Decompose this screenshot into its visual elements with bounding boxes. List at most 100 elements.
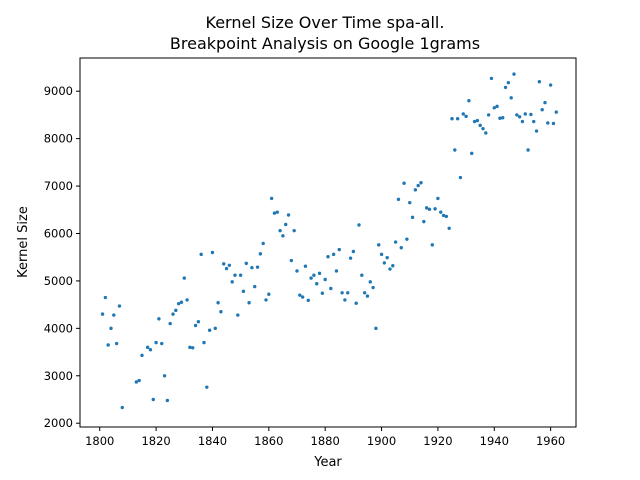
data-point — [546, 121, 550, 125]
data-point — [148, 347, 153, 352]
data-point — [244, 261, 248, 266]
data-point — [185, 298, 189, 302]
data-point — [281, 234, 285, 238]
data-point — [137, 378, 141, 383]
data-point — [100, 312, 105, 316]
data-point — [303, 264, 308, 268]
data-point — [114, 341, 119, 346]
data-point — [529, 112, 533, 117]
data-point — [444, 214, 449, 219]
data-point — [292, 228, 296, 233]
data-point — [408, 200, 412, 205]
data-point — [436, 196, 440, 201]
data-point — [368, 280, 372, 284]
data-point — [222, 262, 226, 266]
x-tick-label: 1880 — [311, 434, 340, 448]
data-point — [439, 210, 443, 214]
x-axis-ticks: 1800 1820 1840 1860 1880 1900 1920 1940 1960 — [85, 427, 565, 448]
plot-area-frame — [79, 57, 577, 428]
data-point — [250, 265, 254, 270]
data-point — [441, 213, 446, 218]
y-axis-label: Kernel Size — [16, 206, 31, 278]
y-tick-label: 6000 — [44, 226, 73, 240]
data-point — [458, 175, 463, 180]
data-point — [329, 286, 333, 291]
data-point — [286, 213, 291, 217]
data-point — [472, 119, 477, 124]
data-point — [427, 207, 432, 211]
data-point — [264, 298, 268, 302]
data-point — [532, 119, 536, 124]
y-tick-label: 5000 — [44, 274, 73, 288]
data-point — [450, 117, 454, 121]
data-point — [238, 273, 243, 277]
data-point — [193, 323, 198, 328]
chart-subtitle: Breakpoint Analysis on Google 1grams — [170, 34, 480, 53]
data-point — [174, 308, 178, 313]
data-point — [382, 261, 387, 265]
data-point — [484, 131, 488, 135]
data-point — [461, 112, 465, 116]
data-point — [306, 298, 310, 303]
data-point — [188, 345, 192, 350]
data-point — [165, 398, 170, 403]
data-point — [396, 197, 401, 202]
data-point — [210, 250, 215, 255]
data-point — [253, 284, 257, 289]
data-point — [365, 294, 370, 298]
data-point — [179, 300, 184, 304]
data-point — [202, 340, 206, 345]
data-point — [196, 320, 201, 324]
data-point — [548, 83, 553, 87]
data-point — [377, 243, 381, 247]
data-point — [326, 255, 330, 259]
y-tick-label: 7000 — [44, 179, 73, 193]
data-point — [391, 264, 395, 268]
data-point — [393, 240, 398, 244]
data-point — [269, 196, 274, 201]
x-tick-label: 1900 — [367, 434, 396, 448]
data-point — [551, 121, 556, 126]
data-point — [334, 269, 339, 273]
data-point — [109, 326, 113, 331]
data-point — [199, 252, 203, 257]
data-point — [140, 353, 144, 358]
data-point — [103, 295, 108, 300]
data-point — [120, 405, 124, 410]
data-point — [295, 269, 299, 273]
data-point — [419, 181, 423, 185]
data-points — [100, 72, 558, 410]
data-point — [526, 148, 530, 152]
data-point — [331, 252, 336, 257]
data-point — [207, 328, 212, 332]
data-point — [410, 215, 415, 220]
data-point — [182, 276, 186, 280]
data-point — [312, 273, 316, 277]
data-point — [475, 118, 480, 123]
data-point — [501, 116, 505, 120]
data-point — [298, 293, 302, 297]
data-point — [388, 267, 392, 271]
data-point — [520, 119, 525, 124]
data-point — [537, 80, 542, 84]
x-tick-label: 1940 — [480, 434, 509, 448]
data-point — [478, 123, 482, 128]
data-point — [317, 271, 322, 276]
data-point — [151, 397, 155, 402]
data-point — [275, 210, 279, 214]
data-point — [554, 110, 558, 114]
data-point — [261, 241, 265, 246]
data-point — [348, 256, 353, 260]
data-point — [176, 301, 181, 306]
data-point — [455, 117, 460, 121]
y-tick-label: 2000 — [44, 416, 73, 430]
data-point — [351, 249, 356, 254]
data-point — [385, 255, 389, 260]
data-point — [433, 207, 437, 211]
data-point — [509, 96, 513, 100]
data-point — [517, 115, 522, 119]
data-point — [255, 265, 260, 269]
data-point — [247, 301, 251, 305]
